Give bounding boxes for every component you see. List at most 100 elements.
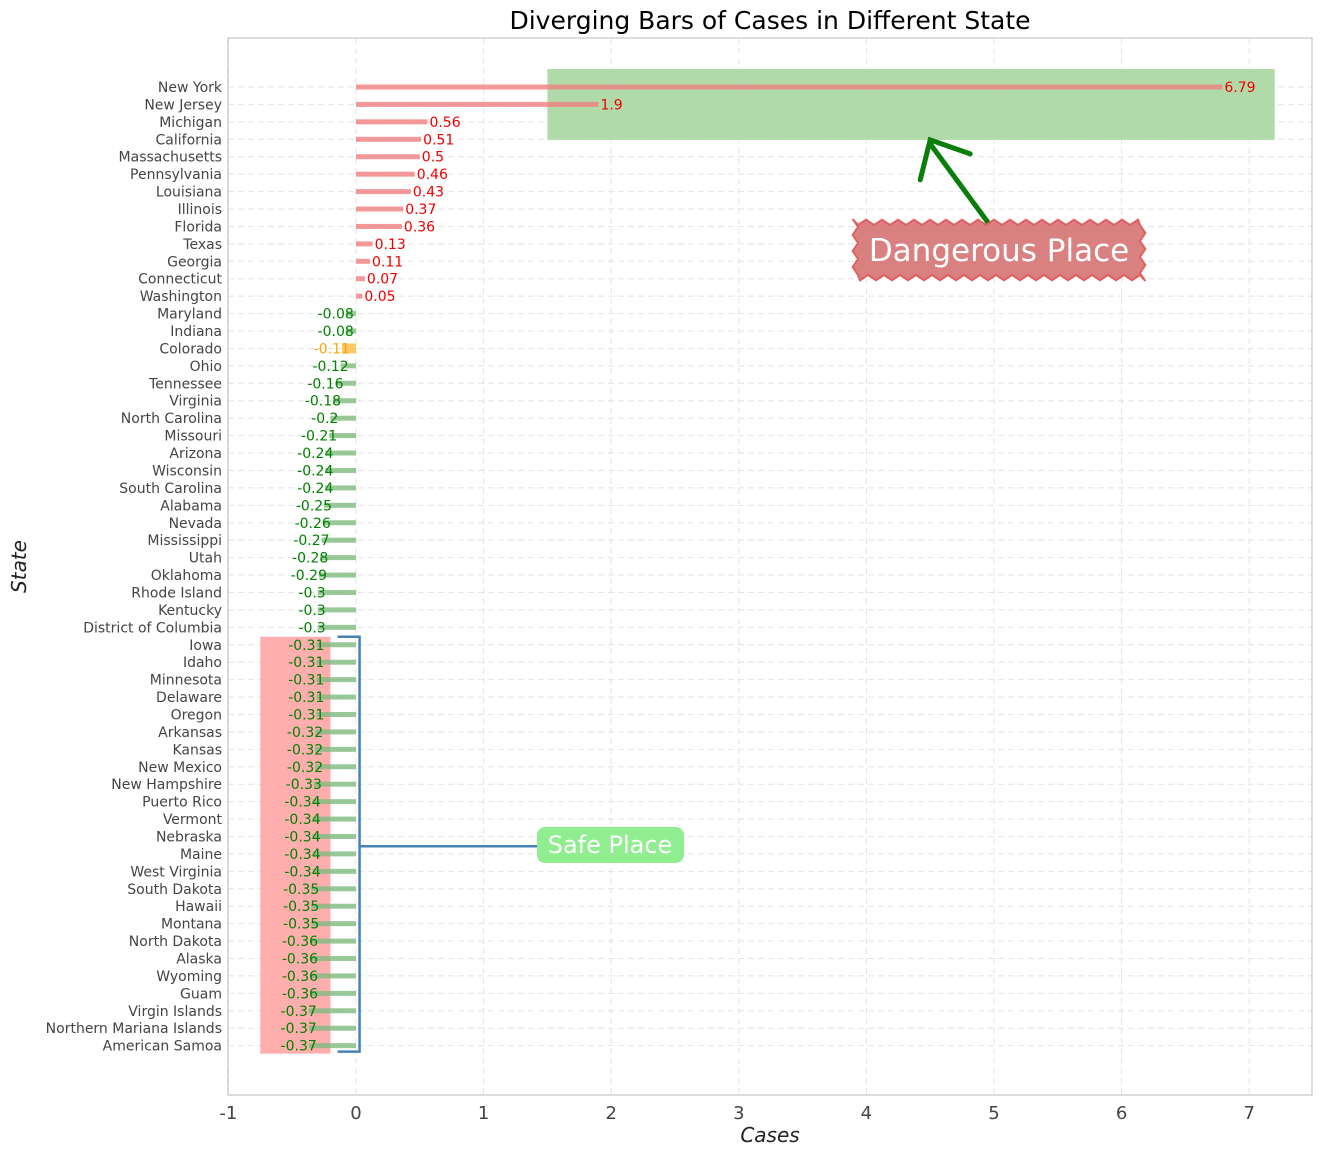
data-label: -0.34 bbox=[284, 864, 320, 880]
y-tick-label: American Samoa bbox=[103, 1039, 222, 1055]
data-label: -0.32 bbox=[287, 760, 323, 776]
y-tick-label: Arkansas bbox=[158, 725, 222, 741]
data-label: -0.24 bbox=[297, 481, 333, 497]
bar bbox=[316, 711, 356, 717]
arrow-shaft bbox=[927, 141, 991, 225]
data-label: -0.34 bbox=[284, 812, 320, 828]
data-label: -0.27 bbox=[293, 533, 329, 549]
bar bbox=[315, 764, 356, 770]
data-label: -0.3 bbox=[298, 620, 325, 636]
data-label: -0.21 bbox=[301, 429, 337, 445]
safe-bracket bbox=[337, 635, 361, 1053]
data-label: -0.08 bbox=[318, 307, 354, 323]
y-tick-label: Wisconsin bbox=[152, 463, 222, 479]
y-tick-label: Maryland bbox=[157, 307, 222, 323]
bar bbox=[322, 520, 356, 526]
y-tick-label: Colorado bbox=[159, 341, 222, 357]
y-tick-label: Virginia bbox=[169, 394, 222, 410]
x-tick-label: 3 bbox=[733, 1103, 744, 1124]
safe-region bbox=[260, 636, 331, 1054]
data-label: -0.36 bbox=[282, 986, 318, 1002]
bar bbox=[356, 189, 411, 195]
bar bbox=[356, 293, 363, 299]
y-tick-label: Georgia bbox=[167, 254, 222, 270]
bar bbox=[317, 607, 356, 613]
bar bbox=[325, 485, 356, 491]
arrow-head bbox=[917, 136, 973, 183]
y-tick-label: Ohio bbox=[190, 359, 222, 375]
data-label: -0.31 bbox=[288, 673, 324, 689]
data-label: 6.79 bbox=[1224, 80, 1255, 96]
data-label: -0.36 bbox=[282, 952, 318, 968]
y-tick-label: Connecticut bbox=[138, 272, 222, 288]
bars bbox=[308, 84, 1223, 1049]
bar bbox=[324, 502, 356, 508]
y-tick-label: Utah bbox=[189, 551, 222, 567]
data-label: -0.08 bbox=[318, 324, 354, 340]
bar bbox=[325, 450, 356, 456]
bar bbox=[341, 343, 356, 354]
bar bbox=[356, 206, 404, 212]
highlight-regions bbox=[260, 69, 1275, 1054]
y-tick-label: Arizona bbox=[169, 446, 222, 462]
y-tick-label: Louisiana bbox=[156, 185, 222, 201]
bar bbox=[345, 311, 356, 317]
data-label: -0.35 bbox=[283, 917, 319, 933]
data-label: 0.5 bbox=[422, 150, 444, 166]
y-tick-label: Kansas bbox=[172, 742, 222, 758]
data-label: -0.34 bbox=[284, 829, 320, 845]
bar bbox=[313, 781, 356, 787]
y-axis-label: State bbox=[7, 540, 31, 593]
data-label: 0.13 bbox=[375, 237, 406, 253]
y-tick-label: Washington bbox=[140, 289, 222, 305]
bar bbox=[310, 973, 356, 979]
bar bbox=[311, 886, 356, 892]
y-tick-label: Alabama bbox=[160, 498, 222, 514]
y-tick-label: New York bbox=[158, 80, 223, 96]
x-tick-label: 7 bbox=[1243, 1103, 1254, 1124]
x-tick-label: 2 bbox=[605, 1103, 616, 1124]
y-tick-label: Tennessee bbox=[148, 376, 222, 392]
y-tick-label: Illinois bbox=[178, 202, 222, 218]
dangerous-label: Dangerous Place bbox=[869, 233, 1129, 269]
data-label: -0.37 bbox=[281, 1039, 317, 1055]
y-tick-label: Vermont bbox=[163, 812, 223, 828]
bar bbox=[340, 363, 356, 369]
data-label: -0.29 bbox=[291, 568, 327, 584]
y-tick-label: Delaware bbox=[156, 690, 222, 706]
bar bbox=[312, 868, 356, 874]
data-label: -0.31 bbox=[288, 655, 324, 671]
y-tick-label: Maine bbox=[180, 847, 222, 863]
data-label: -0.31 bbox=[288, 690, 324, 706]
data-label: 0.51 bbox=[423, 132, 454, 148]
x-tick-label: 6 bbox=[1116, 1103, 1127, 1124]
y-tick-label: Northern Mariana Islands bbox=[46, 1021, 222, 1037]
bar bbox=[333, 398, 356, 404]
data-label: -0.11 bbox=[314, 341, 350, 357]
y-tick-label: Texas bbox=[182, 237, 222, 253]
y-tick-label: District of Columbia bbox=[83, 620, 222, 636]
safe-label: Safe Place bbox=[548, 831, 673, 859]
bar bbox=[320, 555, 356, 561]
y-tick-label: West Virginia bbox=[130, 864, 222, 880]
bar bbox=[356, 119, 428, 125]
y-tick-label: New Hampshire bbox=[111, 777, 222, 793]
bar bbox=[356, 276, 365, 282]
data-label: -0.3 bbox=[298, 603, 325, 619]
data-label: -0.32 bbox=[287, 725, 323, 741]
data-label: -0.26 bbox=[295, 516, 331, 532]
y-tick-label: New Jersey bbox=[144, 97, 222, 113]
bar bbox=[329, 433, 356, 439]
data-label: -0.34 bbox=[284, 847, 320, 863]
x-tick-labels: -1 0 1 2 3 4 5 6 7 bbox=[219, 1103, 1255, 1124]
plot-frame bbox=[227, 37, 1313, 1096]
bar bbox=[312, 799, 356, 805]
bar bbox=[356, 241, 373, 247]
bar bbox=[308, 1008, 356, 1014]
dangerous-region bbox=[547, 69, 1275, 140]
y-tick-label: Virgin Islands bbox=[128, 1004, 222, 1020]
bar bbox=[318, 572, 356, 578]
bar bbox=[311, 921, 356, 927]
